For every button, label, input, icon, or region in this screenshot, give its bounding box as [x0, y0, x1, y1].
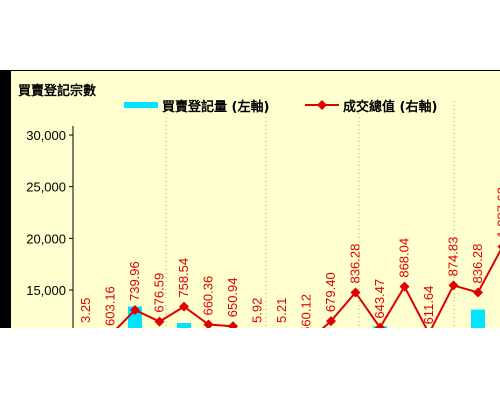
line-point: [179, 301, 189, 312]
line-point: [399, 281, 410, 292]
data-label: 676.59: [152, 273, 167, 313]
data-label: 874.83: [446, 237, 461, 277]
chart-title: 買賣登記宗數: [18, 84, 97, 99]
line-point: [130, 305, 140, 316]
line-point: [326, 316, 336, 327]
legend-item-volume: 買賣登記量 (左軸): [124, 96, 270, 115]
line-point: [448, 280, 459, 291]
plot-area: 30,000 25,000 20,000 15,000 3.25 603.16 739.96…: [11, 71, 500, 328]
bar: [471, 309, 485, 328]
line-point: [228, 321, 238, 328]
data-label: 5.21: [274, 298, 289, 323]
chart-svg: 30,000 25,000 20,000 15,000 3.25 603.16 739.96…: [26, 101, 500, 328]
line-point: [203, 319, 214, 328]
legend-label-volume: 買賣登記量 (左軸): [162, 99, 270, 115]
y-tick-label: 15,000: [26, 283, 66, 298]
legend-label-value: 成交總值 (右軸): [343, 99, 438, 115]
data-label: 560.12: [299, 294, 314, 328]
y-tick-label: 25,000: [26, 180, 66, 195]
data-label: 643.47: [372, 279, 387, 319]
bar: [177, 323, 191, 328]
legend-item-value: 成交總值 (右軸): [305, 96, 438, 115]
data-label: 836.28: [470, 244, 485, 284]
data-label: 611.64: [421, 286, 436, 325]
data-label: 1,087.62: [495, 187, 500, 238]
line-point: [350, 287, 361, 298]
data-label: 5.92: [250, 298, 265, 323]
legend-swatch-bar-icon: [124, 102, 158, 108]
line-point: [375, 322, 385, 328]
data-label: 650.94: [225, 277, 240, 317]
y-tick-label: 20,000: [26, 231, 66, 246]
data-label: 739.96: [127, 261, 142, 301]
line-point: [154, 316, 165, 327]
y-tick-label: 30,000: [26, 128, 66, 143]
data-label: 603.16: [103, 286, 118, 326]
data-label: 836.28: [348, 244, 363, 284]
data-label: 660.36: [201, 276, 216, 316]
data-label: 758.54: [176, 258, 191, 298]
legend-swatch-line-icon: [305, 100, 339, 110]
data-label: 3.25: [78, 298, 93, 323]
line-point: [497, 244, 500, 250]
line-point: [473, 287, 483, 298]
data-label: 868.04: [397, 238, 412, 278]
data-label: 679.40: [323, 272, 338, 312]
